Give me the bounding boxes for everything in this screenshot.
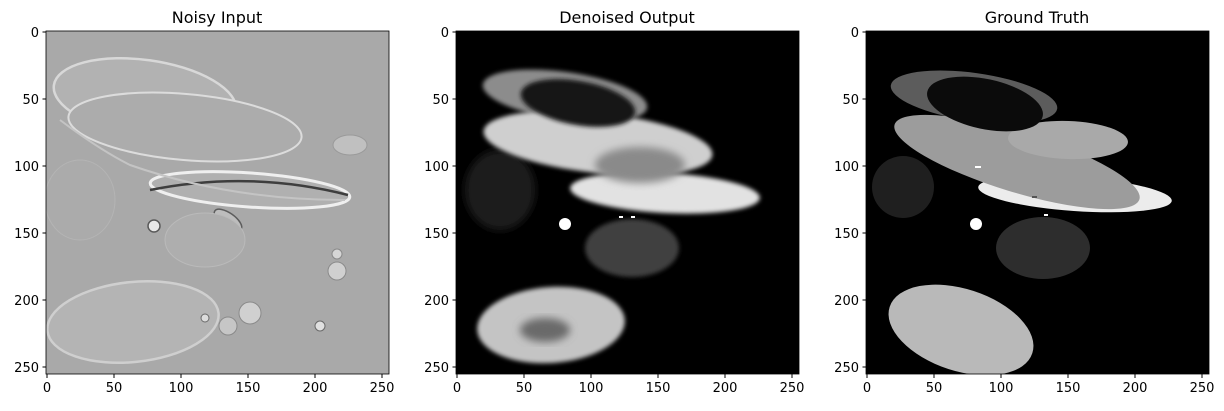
x-axis: 0 50 100 150 200 250 <box>863 374 1215 396</box>
shape-blob <box>465 150 535 230</box>
denoised-output-image <box>456 31 799 374</box>
shape-ellipse <box>996 217 1090 279</box>
y-tick-label: 0 <box>441 26 449 41</box>
y-tick-label: 0 <box>851 26 859 41</box>
panel-title: Noisy Input <box>172 8 263 27</box>
x-tick-label: 150 <box>236 381 261 396</box>
panel-title: Ground Truth <box>985 8 1090 27</box>
shape-dot <box>1044 214 1048 216</box>
emboss-spot <box>332 134 368 156</box>
shape-dot <box>559 218 571 230</box>
y-tick-label: 100 <box>424 160 449 175</box>
x-tick-label: 50 <box>106 381 123 396</box>
y-axis: 0 50 100 150 200 250 <box>834 26 866 376</box>
x-axis: 0 50 100 150 200 250 <box>43 374 395 396</box>
x-tick-label: 250 <box>370 381 395 396</box>
x-tick-label: 150 <box>646 381 671 396</box>
x-tick-label: 50 <box>516 381 533 396</box>
noisy-input-image <box>46 31 389 374</box>
y-tick-label: 250 <box>424 361 449 376</box>
shape-dot <box>975 166 981 168</box>
shape-ellipse <box>888 284 1034 374</box>
shape-ellipse <box>520 79 636 127</box>
shape-dot <box>970 218 982 230</box>
y-axis: 0 50 100 150 200 250 <box>424 26 456 376</box>
axes-frame <box>45 30 390 375</box>
shape-ellipse <box>927 76 1043 132</box>
panel-noisy-input: Noisy Input 0 50 100 1 <box>14 8 394 396</box>
emboss-spot <box>314 320 326 332</box>
emboss-spot <box>218 316 238 336</box>
ground-truth-image <box>866 31 1209 374</box>
emboss-edge <box>59 119 346 201</box>
x-tick-label: 0 <box>43 381 51 396</box>
y-tick-label: 200 <box>424 294 449 309</box>
y-tick-label: 100 <box>14 160 39 175</box>
x-tick-label: 0 <box>453 381 461 396</box>
emboss-spot <box>200 313 210 323</box>
shape-ellipse <box>585 219 679 277</box>
y-tick-label: 100 <box>834 160 859 175</box>
x-tick-label: 250 <box>780 381 805 396</box>
shape-blob <box>595 147 685 183</box>
emboss-spot <box>331 248 343 260</box>
shape-dot <box>631 216 635 218</box>
x-tick-label: 50 <box>926 381 943 396</box>
x-tick-label: 250 <box>1190 381 1215 396</box>
y-tick-label: 50 <box>22 93 39 108</box>
y-tick-label: 150 <box>424 227 449 242</box>
panel-title: Denoised Output <box>559 8 695 27</box>
shape-blob <box>520 318 570 342</box>
y-tick-label: 250 <box>834 361 859 376</box>
shape-ellipse <box>1008 120 1128 160</box>
axes-frame <box>455 30 800 375</box>
emboss-edge <box>149 179 349 197</box>
y-tick-label: 150 <box>14 227 39 242</box>
emboss-ellipse <box>46 159 116 241</box>
x-tick-label: 0 <box>863 381 871 396</box>
y-tick-label: 250 <box>14 361 39 376</box>
x-tick-label: 100 <box>169 381 194 396</box>
y-tick-label: 150 <box>834 227 859 242</box>
x-tick-label: 150 <box>1056 381 1081 396</box>
y-tick-label: 50 <box>432 93 449 108</box>
x-tick-label: 200 <box>1123 381 1148 396</box>
x-axis: 0 50 100 150 200 250 <box>453 374 805 396</box>
y-tick-label: 0 <box>31 26 39 41</box>
emboss-spot <box>327 261 347 281</box>
shape-dot <box>619 216 623 218</box>
emboss-spot <box>147 219 161 233</box>
y-tick-label: 50 <box>842 93 859 108</box>
panel-ground-truth: Ground Truth 0 50 100 150 200 250 0 <box>834 8 1214 396</box>
x-tick-label: 200 <box>303 381 328 396</box>
shape-ellipse <box>570 172 760 214</box>
y-axis: 0 50 100 150 200 250 <box>14 26 46 376</box>
emboss-spot <box>238 301 262 325</box>
emboss-ellipse <box>46 279 220 365</box>
shape-ellipse <box>872 156 934 218</box>
x-tick-label: 100 <box>579 381 604 396</box>
emboss-ellipse <box>67 91 303 163</box>
shape-dot <box>1032 196 1037 198</box>
panel-denoised-output: Denoised Output 0 50 100 150 200 250 <box>424 8 804 396</box>
y-tick-label: 200 <box>14 294 39 309</box>
axes-frame <box>865 30 1210 375</box>
y-tick-label: 200 <box>834 294 859 309</box>
x-tick-label: 200 <box>713 381 738 396</box>
shape-ellipse <box>894 114 1140 210</box>
emboss-ellipse <box>164 212 246 268</box>
x-tick-label: 100 <box>989 381 1014 396</box>
